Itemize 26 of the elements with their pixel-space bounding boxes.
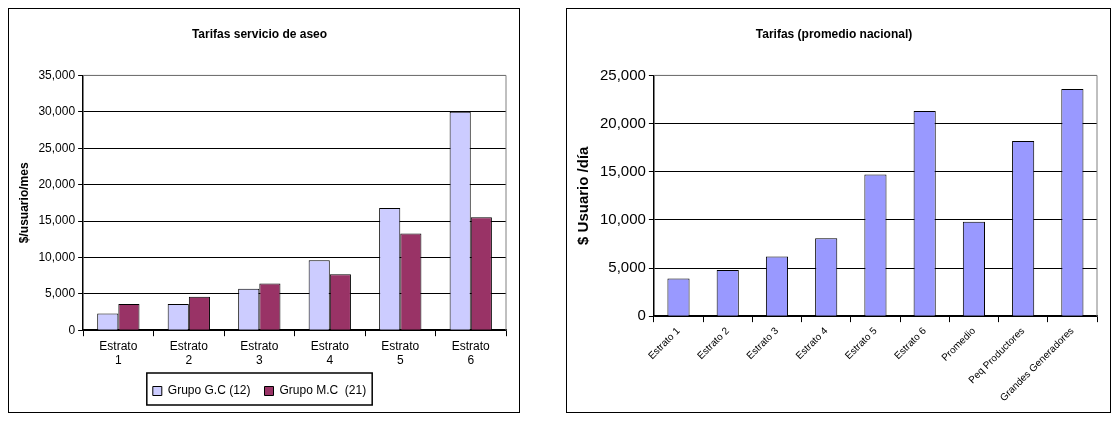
y-tick-label: 20,000: [38, 176, 76, 191]
y-tick-label: 0: [68, 322, 76, 337]
x-tick-label: Estrato 5: [381, 338, 420, 368]
y-tick-label: 35,000: [38, 67, 76, 82]
y-tick-label: 25,000: [38, 140, 76, 155]
chart-title: Tarifas servicio de aseo: [191, 26, 328, 41]
y-tick-label: 5,000: [608, 258, 646, 276]
y-tick-label: 0: [637, 306, 646, 324]
y-tick-label: 30,000: [38, 104, 76, 119]
x-tick-label: Estrato 1: [99, 338, 138, 368]
y-axis-title: $ Usuario /día: [574, 145, 592, 245]
y-tick-label: 5,000: [45, 286, 76, 301]
x-tick-label: Estrato 6: [451, 338, 491, 368]
x-tick-label: Estrato 2: [169, 338, 209, 368]
legend-label: Grupo M.C (21): [279, 383, 367, 398]
y-tick-label: 25,000: [599, 65, 646, 83]
y-tick-label: 15,000: [38, 213, 76, 228]
legend-label: Grupo G.C (12): [167, 383, 251, 398]
y-tick-label: 20,000: [599, 113, 646, 131]
y-tick-label: 15,000: [599, 161, 646, 179]
y-axis-title: $/usuario/mes: [16, 162, 31, 244]
chart-title: Tarifas (promedio nacional): [755, 26, 913, 41]
x-tick-label: Estrato 3: [240, 338, 279, 368]
x-tick-label: Estrato 4: [310, 338, 350, 368]
y-tick-label: 10,000: [599, 209, 646, 227]
y-tick-label: 10,000: [38, 249, 76, 264]
